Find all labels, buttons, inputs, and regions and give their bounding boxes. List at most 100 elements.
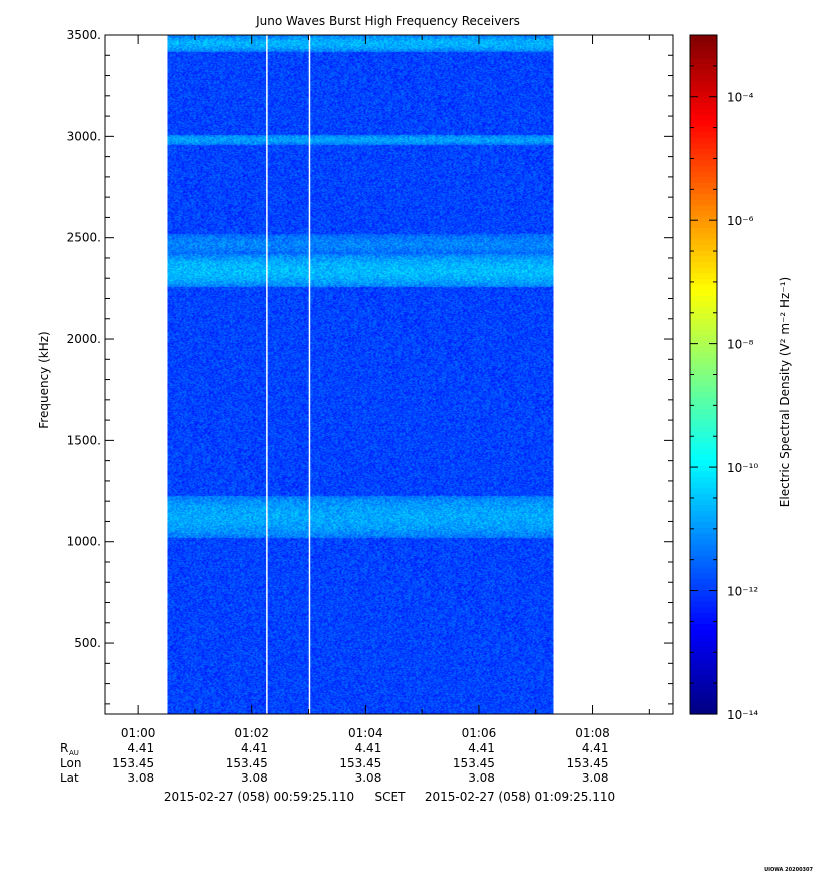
ephemeris-value: 4.41 xyxy=(468,741,495,755)
colorbar-segment xyxy=(690,600,717,608)
colorbar-segment xyxy=(690,68,717,76)
colorbar-segment xyxy=(690,108,717,115)
colorbar-segment xyxy=(690,708,717,715)
colorbar-segment xyxy=(690,334,717,342)
colorbar-segment xyxy=(690,402,717,410)
ephemeris-row-label: R xyxy=(60,741,68,755)
y-axis: 500. 1000. 1500. 2000. 2500. 3000. 3500. xyxy=(67,28,673,705)
ephemeris-value: 4.41 xyxy=(127,741,154,755)
colorbar-segment xyxy=(690,131,717,138)
colorbar-segment xyxy=(690,555,717,562)
y-tick-label: 1000. xyxy=(67,535,101,549)
colorbar-segment xyxy=(690,385,717,393)
colorbar-segment xyxy=(690,323,717,330)
colorbar-segment xyxy=(690,589,717,596)
colorbar-segment xyxy=(690,306,717,313)
colorbar-segment xyxy=(690,538,717,545)
x-tick-label: 01:00 xyxy=(121,726,156,740)
colorbar-segment xyxy=(690,436,717,443)
y-tick-label: 3500. xyxy=(67,28,101,42)
colorbar-segment xyxy=(690,97,717,104)
colorbar-segment xyxy=(690,470,717,477)
colorbar-segment xyxy=(690,346,717,353)
colorbar-segment xyxy=(690,255,717,262)
colorbar-segment xyxy=(690,380,717,387)
colorbar-segment xyxy=(690,572,717,579)
colorbar-segment xyxy=(690,442,717,449)
colorbar-segment xyxy=(690,357,717,364)
ephemeris-value: 3.08 xyxy=(582,771,609,785)
institution-stamp: UIOWA 20200307 xyxy=(764,867,813,873)
colorbar-segment xyxy=(690,210,717,217)
colorbar-segment xyxy=(690,250,717,257)
colorbar-segment xyxy=(690,295,717,302)
colorbar-segment xyxy=(690,431,717,438)
colorbar-segment xyxy=(690,119,717,127)
colorbar-segment xyxy=(690,685,717,692)
y-tick-label: 1500. xyxy=(67,433,101,447)
colorbar-segment xyxy=(690,640,717,647)
plot-frame xyxy=(104,34,674,715)
colorbar-segment xyxy=(690,617,717,625)
colorbar-segment xyxy=(690,549,717,557)
colorbar-segment xyxy=(690,391,717,398)
colorbar-segment xyxy=(690,114,717,121)
colorbar-tick-label: 10⁻¹⁴ xyxy=(727,708,758,722)
colorbar-segment xyxy=(690,159,717,166)
colorbar-segment xyxy=(690,74,717,81)
colorbar-segment xyxy=(690,510,717,517)
ephemeris-value: 4.41 xyxy=(355,741,382,755)
colorbar-segment xyxy=(690,561,717,568)
ephemeris-value: 153.45 xyxy=(453,756,495,770)
colorbar-label: Electric Spectral Density (V² m⁻² Hz⁻¹) xyxy=(778,277,792,507)
ephemeris-value: 4.41 xyxy=(582,741,609,755)
ephemeris-value: 3.08 xyxy=(355,771,382,785)
colorbar-segment xyxy=(690,176,717,183)
ephemeris-value: 3.08 xyxy=(468,771,495,785)
colorbar-segment xyxy=(690,125,717,132)
colorbar-segment xyxy=(690,527,717,534)
colorbar-segment xyxy=(690,448,717,455)
colorbar-segment xyxy=(690,595,717,602)
colorbar-segment xyxy=(690,142,717,149)
colorbar-segment xyxy=(690,504,717,511)
colorbar-segment xyxy=(690,187,717,195)
ephemeris-value: 153.45 xyxy=(567,756,609,770)
colorbar-segment xyxy=(690,493,717,500)
colorbar-segment xyxy=(690,278,717,285)
colorbar-segment xyxy=(690,216,717,223)
colorbar-segment xyxy=(690,487,717,494)
colorbar-segment xyxy=(690,425,717,432)
ephemeris-value: 4.41 xyxy=(241,741,268,755)
colorbar-segment xyxy=(690,170,717,178)
colorbar-segment xyxy=(690,317,717,325)
time-range-end: 2015-02-27 (058) 01:09:25.110 xyxy=(425,790,615,804)
ephemeris-row-label: Lat xyxy=(60,771,79,785)
colorbar-segment xyxy=(690,532,717,540)
chart-title: Juno Waves Burst High Frequency Receiver… xyxy=(255,14,520,28)
colorbar-segment xyxy=(690,40,717,47)
colorbar-segment xyxy=(690,165,717,172)
colorbar-segment xyxy=(690,57,717,64)
colorbar-segment xyxy=(690,266,717,274)
colorbar-segment xyxy=(690,453,717,460)
colorbar-segment xyxy=(690,148,717,155)
colorbar-tick-label: 10⁻⁶ xyxy=(727,214,754,228)
colorbar-segment xyxy=(690,606,717,613)
colorbar-segment xyxy=(690,91,717,98)
colorbar-segment xyxy=(690,419,717,427)
colorbar-segment xyxy=(690,657,717,664)
colorbar-segment xyxy=(690,651,717,659)
x-tick-label: 01:04 xyxy=(348,726,383,740)
x-tick-label: 01:08 xyxy=(575,726,610,740)
y-tick-label: 500. xyxy=(74,636,101,650)
colorbar-segment xyxy=(690,476,717,483)
ephemeris-value: 153.45 xyxy=(112,756,154,770)
colorbar-segment xyxy=(690,63,717,70)
colorbar-segment xyxy=(690,623,717,630)
colorbar-segment xyxy=(690,566,717,574)
colorbar-tick-label: 10⁻¹⁰ xyxy=(727,461,758,475)
colorbar-segment xyxy=(690,668,717,675)
colorbar-segment xyxy=(690,153,717,161)
colorbar-segment xyxy=(690,227,717,234)
